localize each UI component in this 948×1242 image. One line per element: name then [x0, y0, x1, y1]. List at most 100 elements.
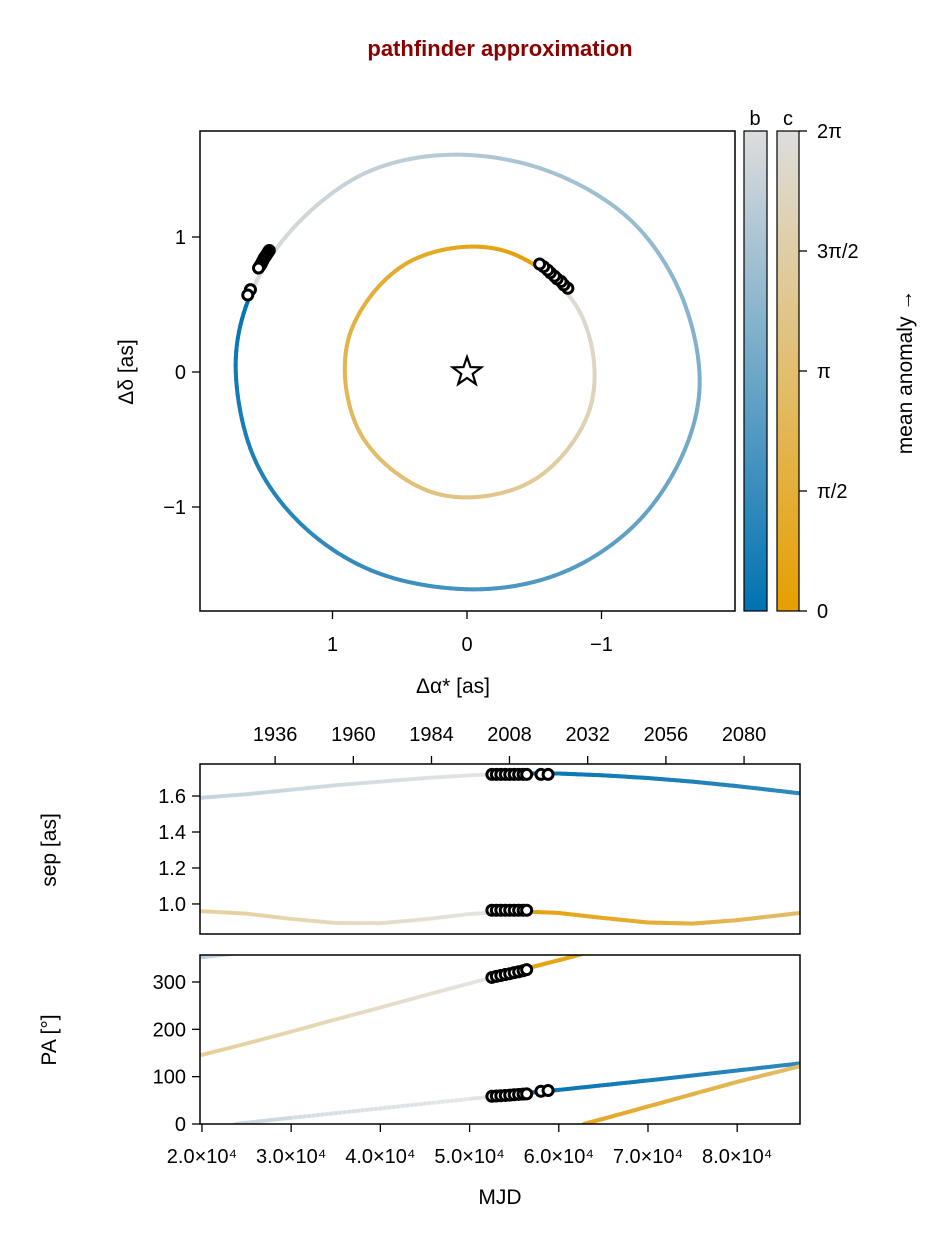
series-segment [291, 1028, 298, 1034]
series-segment [280, 1031, 287, 1037]
series-segment [204, 1050, 212, 1056]
series-segment [282, 1030, 289, 1036]
sky-plot: 1 0 −1 1 0 −1 [163, 152, 702, 656]
series-segment [284, 1030, 291, 1035]
series-segment [407, 996, 414, 1002]
data-point-b [541, 1084, 555, 1098]
colorbar-c [776, 130, 800, 612]
series-segment [340, 1015, 347, 1020]
series-segment [367, 1007, 374, 1013]
series-segment [304, 1024, 312, 1030]
series-segment [336, 1016, 343, 1021]
colorbar-tick-label: π [817, 361, 831, 383]
series-segment [239, 1042, 247, 1047]
series-segment [409, 996, 416, 1001]
series-segment [385, 1003, 392, 1008]
series-segment [223, 1046, 230, 1051]
series-segment [380, 1004, 387, 1009]
year-tick-label: 2056 [644, 724, 689, 746]
series-segment [472, 979, 479, 985]
colorbar-tick-label: 3π/2 [817, 241, 859, 263]
orbit-c [342, 244, 597, 500]
series-segment [342, 1014, 349, 1020]
series-segment [378, 1004, 385, 1010]
x-tick-label: 7.0×10⁴ [613, 1146, 683, 1168]
series-segment [402, 998, 410, 1003]
series-segment [349, 1012, 356, 1018]
colorbar-label-b: b [749, 108, 760, 130]
series-segment [269, 1034, 276, 1040]
year-tick-label: 2008 [487, 724, 532, 746]
series-segment [376, 1005, 383, 1011]
data-point-c [520, 903, 534, 917]
y-tick-label: 200 [153, 1019, 186, 1041]
series-segment [451, 984, 459, 990]
series-segment [278, 1032, 285, 1037]
series-segment [244, 1040, 251, 1046]
series-segment [431, 990, 439, 995]
series-segment [260, 1036, 267, 1042]
y-tick-label: 300 [153, 972, 186, 994]
series-segment [478, 977, 485, 983]
data-point-c [533, 257, 547, 271]
series-segment [237, 1042, 244, 1048]
series-segment [474, 979, 481, 984]
series-segment [460, 982, 468, 988]
year-tick-label: 1960 [331, 724, 376, 746]
y-axis-label-delta-dec: Δδ [as] [115, 339, 138, 404]
x-tick-label: 2.0×10⁴ [167, 1146, 237, 1168]
series-segment [371, 1006, 378, 1012]
series-segment [369, 1007, 376, 1012]
x-tick-label: −1 [590, 634, 613, 656]
series-segment [458, 983, 465, 988]
colorbar-tick-label: 0 [817, 601, 828, 623]
series-segment [214, 1048, 221, 1054]
x-tick-label: 5.0×10⁴ [434, 1146, 504, 1168]
series-segment [242, 1041, 249, 1047]
series-segment [322, 1019, 329, 1025]
x-axis-label-mjd: MJD [478, 1186, 521, 1209]
series-segment [249, 1039, 256, 1045]
year-tick-label: 1984 [409, 724, 454, 746]
series-segment [456, 983, 463, 989]
y-tick-label: 1.4 [158, 822, 186, 844]
series-segment [289, 1029, 296, 1034]
y-axis-label-sep: sep [as] [38, 813, 61, 887]
sky-plot-frame [199, 130, 736, 612]
series-segment [347, 1013, 354, 1018]
x-tick-label: 3.0×10⁴ [256, 1146, 326, 1168]
series-segment [393, 1000, 401, 1006]
x-tick-label: 0 [461, 634, 472, 656]
separation-plot-frame [199, 763, 801, 935]
series-segment [273, 1033, 280, 1038]
series-segment [271, 1033, 278, 1039]
data-point-b [541, 767, 555, 781]
y-tick-label: 1 [175, 227, 186, 249]
series-segment [440, 987, 448, 993]
series-segment [266, 1035, 274, 1040]
curves [200, 767, 800, 926]
x-tick-label: 6.0×10⁴ [524, 1146, 594, 1168]
series-segment [445, 986, 452, 992]
series-segment [400, 998, 407, 1004]
series-segment [300, 1025, 307, 1031]
series-segment [307, 1024, 314, 1029]
series-segment [476, 978, 483, 984]
series-segment [447, 986, 454, 991]
separation-plot: 1.0 1.2 1.4 1.6 1936 1960 1984 2008 2032 2056 2080 [158, 724, 800, 926]
series-segment [313, 1022, 320, 1027]
data-point-b [241, 288, 255, 302]
series-segment [389, 1001, 396, 1007]
y-tick-label: 100 [153, 1067, 186, 1089]
y-tick-label: 1.2 [158, 858, 186, 880]
series-segment [221, 1046, 228, 1052]
data-point-b [520, 767, 534, 781]
series-segment [286, 1029, 294, 1035]
series-segment [320, 1020, 327, 1026]
year-tick-label: 1936 [253, 724, 298, 746]
colorbar-label-c: c [783, 108, 793, 130]
series-segment [463, 981, 470, 987]
data-point-b [520, 1087, 534, 1101]
series-segment [225, 1045, 233, 1051]
series-segment [469, 980, 477, 985]
